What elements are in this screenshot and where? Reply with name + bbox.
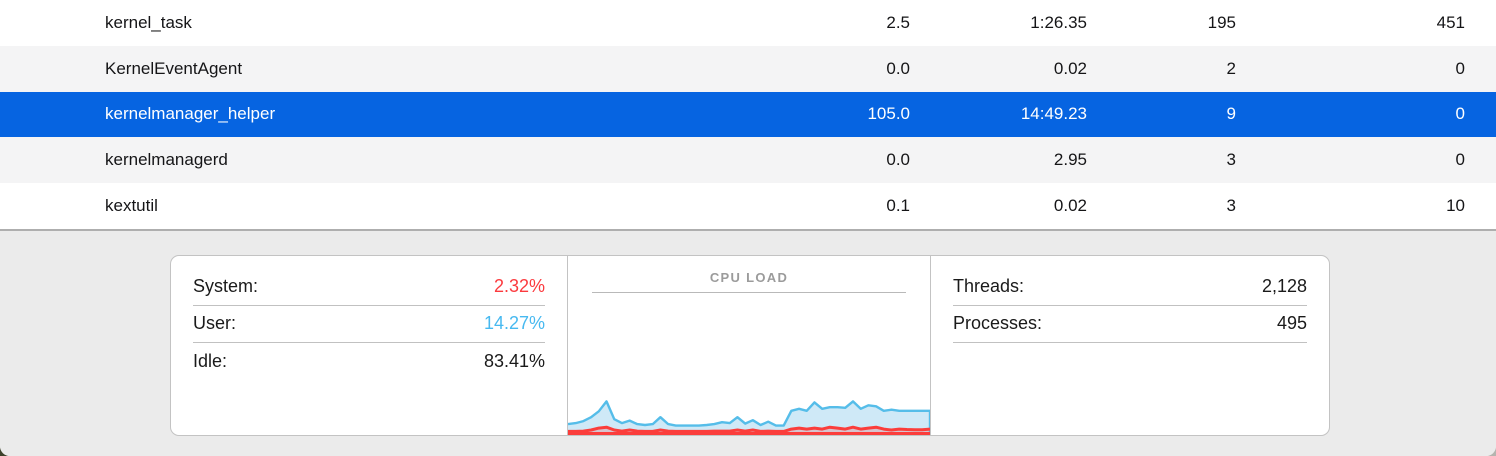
process-name: kernelmanager_helper [105,104,276,124]
idle-percent-value: 83.41% [483,350,545,371]
process-cpu-time: 14:49.23 [1020,104,1087,124]
process-threads: 195 [1207,12,1236,32]
user-percent-value: 14.27% [483,313,545,334]
cpu-load-title: CPU LOAD [709,269,789,285]
process-threads: 3 [1226,196,1236,216]
stat-row-system: System: 2.32% [193,269,545,306]
process-name: KernelEventAgent [105,58,243,78]
stat-row-threads: Threads: 2,128 [953,269,1307,306]
process-threads: 2 [1226,58,1236,78]
process-idle-wake-ups: 0 [1455,58,1465,78]
process-cpu-time: 0.02 [1053,196,1087,216]
stat-label: System: [193,276,259,297]
process-cpu: 0.0 [886,150,910,170]
process-idle-wake-ups: 0 [1455,150,1465,170]
stat-label: Threads: [953,276,1025,297]
cpu-load-section: CPU LOAD [567,255,931,435]
table-panel-divider [0,228,1496,231]
stat-row-user: User: 14.27% [193,306,545,343]
counts-section: Threads: 2,128 Processes: 495 [931,256,1329,435]
table-row[interactable]: kextutil 0.1 0.02 3 10 [0,183,1496,229]
process-name: kernel_task [105,12,192,32]
process-threads: 3 [1226,150,1236,170]
cpu-load-chart [568,400,930,435]
process-table: kernel_task 2.5 1:26.35 195 451 KernelEv… [0,0,1496,229]
stat-label: User: [193,313,237,334]
process-threads: 9 [1226,104,1236,124]
process-name: kernelmanagerd [105,150,228,170]
threads-count-value: 2,128 [1261,276,1307,297]
process-cpu: 105.0 [867,104,910,124]
processes-count-value: 495 [1276,313,1307,334]
cpu-percentages-section: System: 2.32% User: 14.27% Idle: 83.41% [171,256,567,435]
table-row[interactable]: KernelEventAgent 0.0 0.02 2 0 [0,45,1496,92]
cpu-summary-box: System: 2.32% User: 14.27% Idle: 83.41% … [170,254,1330,436]
process-name: kextutil [105,196,158,216]
process-cpu: 2.5 [886,12,910,32]
cpu-load-title-rule [592,291,906,293]
stat-row-processes: Processes: 495 [953,306,1307,343]
system-percent-value: 2.32% [493,276,545,297]
process-cpu: 0.0 [886,58,910,78]
process-idle-wake-ups: 451 [1436,12,1465,32]
stat-row-idle: Idle: 83.41% [193,343,545,380]
process-idle-wake-ups: 0 [1455,104,1465,124]
process-cpu-time: 2.95 [1053,150,1087,170]
stat-label: Processes: [953,313,1043,334]
table-row[interactable]: kernelmanagerd 0.0 2.95 3 0 [0,137,1496,184]
process-cpu: 0.1 [886,196,910,216]
process-cpu-time: 0.02 [1053,58,1087,78]
summary-panel: System: 2.32% User: 14.27% Idle: 83.41% … [0,230,1496,456]
process-idle-wake-ups: 10 [1446,196,1465,216]
table-row[interactable]: kernel_task 2.5 1:26.35 195 451 [0,0,1496,46]
stat-label: Idle: [193,350,228,371]
table-row-selected[interactable]: kernelmanager_helper 105.0 14:49.23 9 0 [0,91,1496,138]
process-cpu-time: 1:26.35 [1030,12,1087,32]
